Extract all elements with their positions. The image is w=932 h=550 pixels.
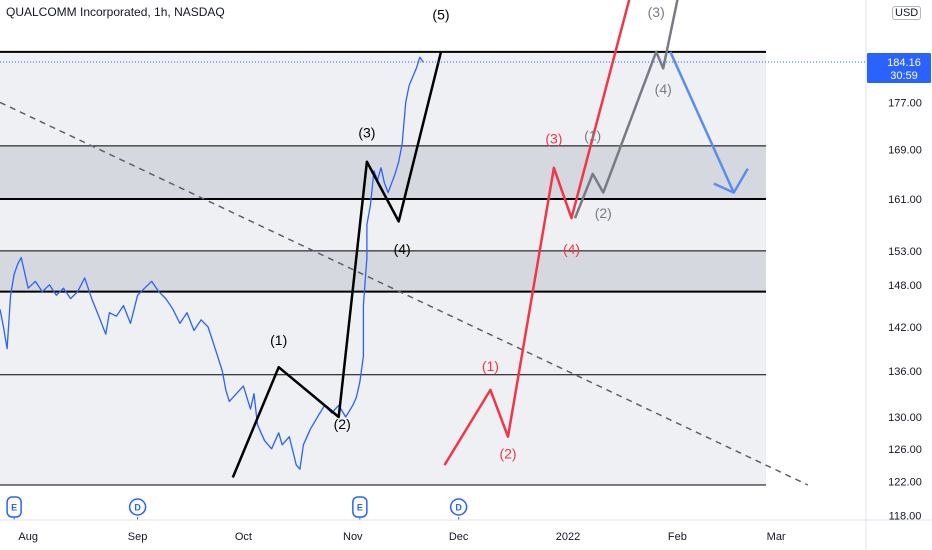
last-price-box	[867, 52, 931, 83]
price-tick-label: 142.00	[888, 322, 922, 334]
dividend-badge	[128, 498, 147, 516]
dividend-badge	[449, 498, 468, 516]
wave-label-7: (3)	[545, 131, 562, 147]
price-tick-label: 153.00	[888, 246, 922, 258]
wave-label-0: (1)	[270, 332, 287, 348]
wave-path-3	[573, 0, 679, 219]
wave-label-9: (1)	[584, 128, 601, 144]
dividend-marker[interactable]: D	[128, 498, 147, 520]
wave-label-11: (3)	[648, 4, 665, 20]
wave-label-5: (1)	[482, 358, 499, 374]
time-tick-label: Mar	[767, 531, 786, 543]
wave-label-3: (4)	[394, 241, 411, 257]
price-tick-label: 118.00	[889, 511, 922, 523]
price-tick-label: 169.00	[888, 145, 922, 157]
dividend-marker[interactable]: D	[449, 498, 468, 520]
event-marker-label: D	[134, 503, 141, 513]
event-marker-label: E	[11, 503, 17, 513]
wave-label-1: (2)	[334, 416, 351, 432]
price-tick-label: 148.00	[888, 280, 922, 292]
time-tick-label: Aug	[18, 531, 38, 543]
price-tick-label: 136.00	[888, 366, 922, 378]
time-tick-label: Oct	[235, 531, 252, 543]
wave-label-8: (4)	[563, 241, 580, 257]
wave-label-12: (4)	[655, 81, 672, 97]
chart-title: QUALCOMM Incorporated, 1h, NASDAQ	[6, 5, 225, 19]
earnings-marker[interactable]: E	[6, 496, 22, 520]
price-tick-label: 122.00	[888, 477, 922, 489]
time-tick-label: Dec	[449, 531, 469, 543]
projection-arrow	[669, 51, 735, 194]
wave-count-layer	[231, 0, 749, 478]
price-axis: 118.00 122.00 126.00 130.00 136.00 142.00 148.…	[865, 0, 922, 550]
event-marker-label: D	[455, 503, 462, 513]
wave-label-4: (5)	[432, 6, 449, 22]
earnings-badge	[352, 496, 368, 518]
last-price-value: 184.16	[887, 57, 921, 69]
price-zone-1	[0, 250, 766, 292]
wave-label-10: (2)	[595, 205, 612, 221]
price-tick-label: 161.00	[888, 194, 922, 206]
price-zone-2	[0, 51, 766, 486]
wave-path-1	[231, 51, 443, 478]
wave-labels: (1) (2) (3) (4) (5) (1) (2) (3) (4) (1) (2) (3) (4)	[270, 4, 672, 462]
earnings-marker[interactable]: E	[352, 496, 368, 520]
time-axis: Aug Sep Oct Nov Dec 2022 Feb Mar	[0, 519, 932, 543]
time-tick-label: Feb	[668, 531, 687, 543]
wave-label-6: (2)	[499, 446, 516, 462]
price-tick-label: 177.00	[888, 97, 922, 109]
wave-path-2	[443, 0, 631, 466]
wave-label-2: (3)	[358, 125, 375, 141]
trendline-layer	[0, 101, 809, 486]
horizontal-levels	[0, 50, 766, 486]
event-marker-label: E	[357, 503, 363, 513]
projection-arrow-head	[713, 168, 749, 194]
currency-badge[interactable]: USD	[892, 6, 922, 20]
time-tick-label: Nov	[343, 531, 363, 543]
time-tick-label: 2022	[556, 531, 580, 543]
price-tick-label: 130.00	[888, 412, 922, 424]
price-zones	[0, 51, 766, 486]
time-tick-label: Sep	[128, 531, 148, 543]
bar-countdown: 30:59	[890, 70, 918, 82]
dashed-trendline	[0, 101, 809, 486]
price-tick-label: 126.00	[888, 444, 922, 456]
earnings-badge	[6, 496, 22, 518]
